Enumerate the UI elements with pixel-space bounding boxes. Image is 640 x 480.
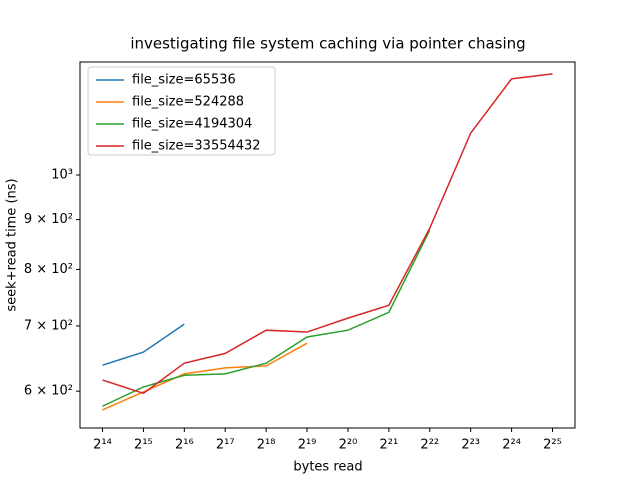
legend-box bbox=[87, 66, 276, 156]
series-line bbox=[102, 342, 308, 411]
plot-frame bbox=[79, 61, 576, 429]
x-tick-label: 2²² bbox=[420, 438, 439, 453]
y-tick-label: 6 × 10² bbox=[24, 384, 73, 399]
chart-title: investigating file system caching via po… bbox=[130, 35, 525, 53]
legend-label: file_size=4194304 bbox=[132, 117, 252, 132]
y-axis-label: seek+read time (ns) bbox=[5, 178, 20, 311]
y-tick-label: 9 × 10² bbox=[24, 212, 73, 227]
y-tick-label: 10³ bbox=[51, 167, 73, 182]
series-line bbox=[102, 229, 431, 407]
x-tick-label: 2¹⁹ bbox=[298, 438, 317, 453]
x-tick-label: 2²⁴ bbox=[502, 438, 521, 453]
series-line bbox=[102, 73, 553, 395]
legend-label: file_size=65536 bbox=[132, 73, 236, 88]
x-tick-label: 2¹⁶ bbox=[175, 438, 194, 453]
x-tick-label: 2¹⁴ bbox=[93, 438, 112, 453]
x-tick-label: 2²⁵ bbox=[543, 438, 562, 453]
x-tick-label: 2²⁰ bbox=[339, 438, 358, 453]
legend-label: file_size=33554432 bbox=[132, 139, 261, 154]
x-tick-label: 2²¹ bbox=[380, 438, 399, 453]
x-tick-label: 2²³ bbox=[461, 438, 480, 453]
series-line bbox=[102, 323, 185, 366]
x-tick-label: 2¹⁸ bbox=[257, 438, 276, 453]
legend-label: file_size=524288 bbox=[132, 95, 244, 110]
x-tick-label: 2¹⁷ bbox=[216, 438, 235, 453]
x-tick-label: 2¹⁵ bbox=[134, 438, 153, 453]
y-tick-label: 8 × 10² bbox=[24, 262, 73, 277]
y-tick-label: 7 × 10² bbox=[24, 318, 73, 333]
x-axis-label: bytes read bbox=[293, 460, 362, 475]
